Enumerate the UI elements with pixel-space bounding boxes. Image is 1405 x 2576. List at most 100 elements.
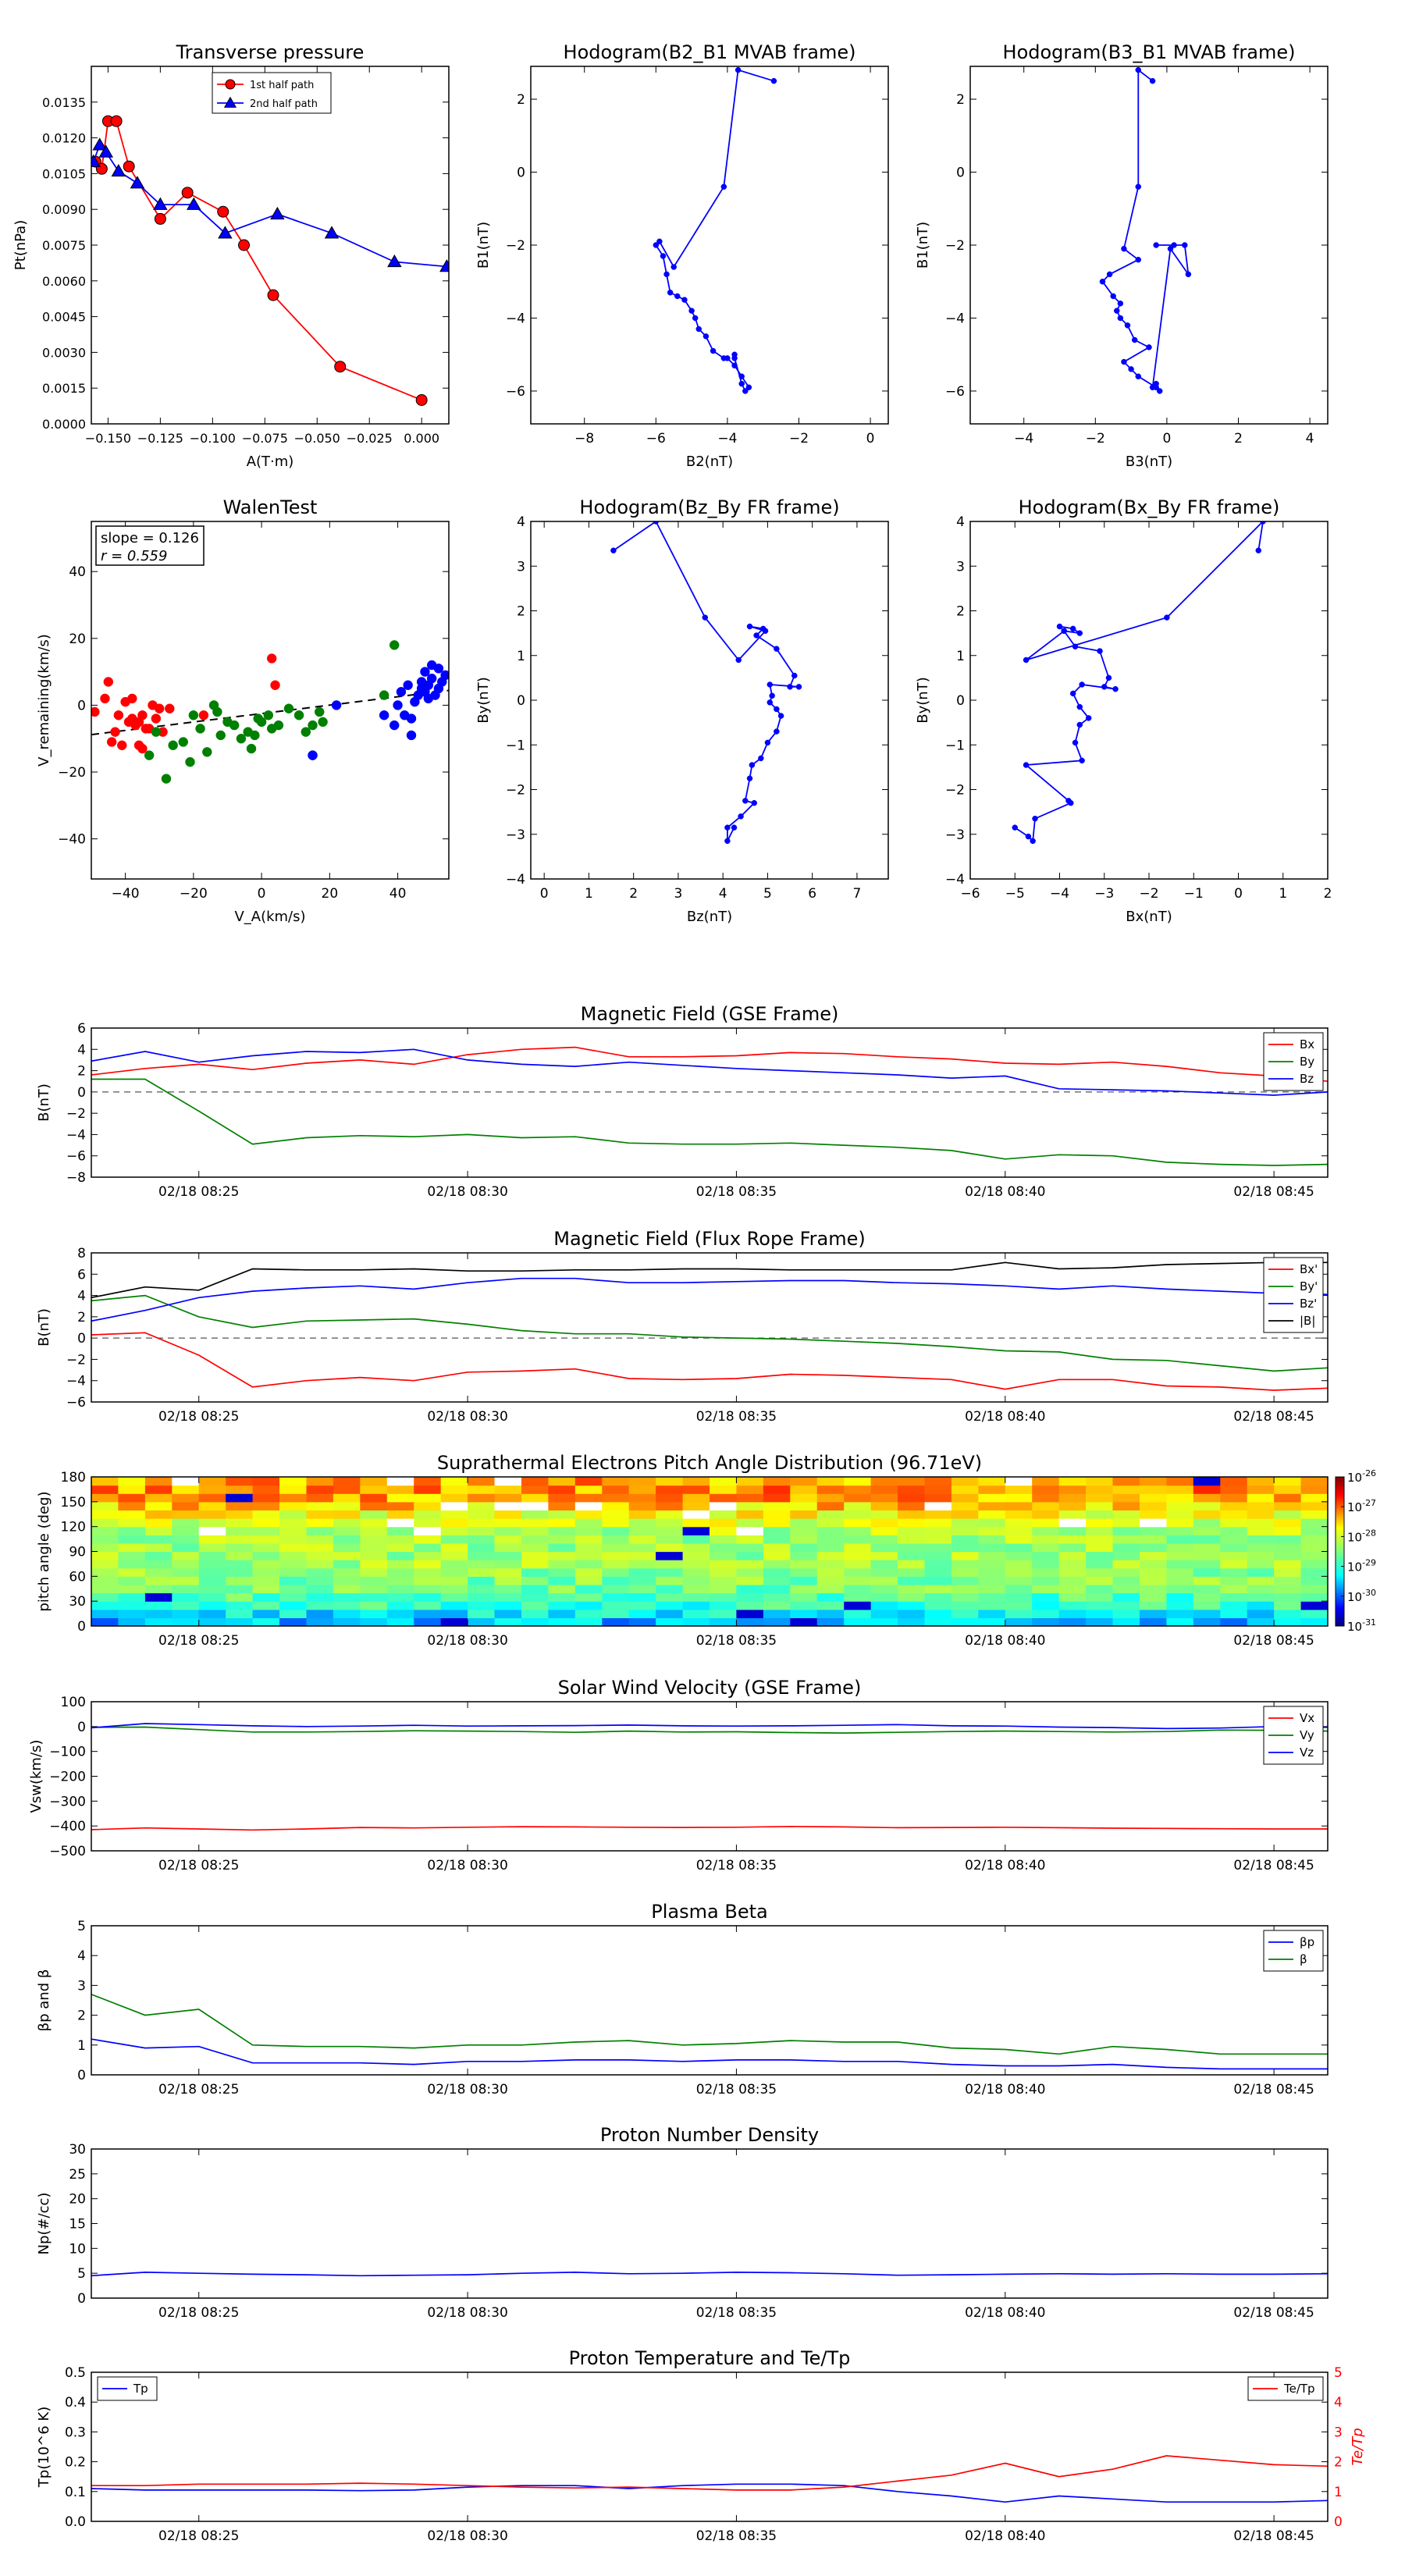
data-point [91,154,101,167]
legend-label: |B| [1300,1314,1315,1328]
heatmap-cell [1112,1609,1140,1618]
heatmap-cell [468,1518,496,1528]
heatmap-cell [951,1542,979,1553]
data-point [688,308,695,314]
data-point-green [151,727,162,737]
heatmap-cell [521,1485,549,1494]
data-point [1135,66,1142,73]
heatmap-cell [1112,1518,1140,1528]
data-point [731,824,738,831]
heatmap-cell [656,1526,684,1535]
heatmap-cell [91,1501,119,1510]
data-point-green [293,710,304,720]
heatmap-cell [790,1601,818,1610]
heatmap-cell [763,1542,791,1553]
heatmap-cell [198,1567,226,1577]
heatmap-cell [1140,1485,1167,1494]
y-tick-label: −4 [945,311,965,326]
heatmap-cell [1112,1510,1140,1519]
chart-beta: Plasma Beta 02/18 08:25 02/18 08:30 02/18 0… [36,1901,1329,2097]
heatmap-cell [710,1609,737,1618]
heatmap-cell [978,1592,1006,1602]
y-tick-label-right: 5 [1334,2365,1343,2381]
heatmap-cell [951,1592,979,1602]
heatmap-cell [144,1485,173,1494]
data-point-red [137,743,148,754]
legend-label: Vz [1300,1745,1314,1759]
heatmap-cell [1140,1510,1167,1519]
heatmap-cell [602,1576,630,1585]
heatmap-cell [548,1551,576,1560]
heatmap-cell [521,1542,549,1553]
heatmap-cell [172,1493,200,1503]
y-tick-label-right: 0 [1334,2514,1343,2530]
heatmap-cell [682,1493,710,1503]
heatmap-cell [951,1609,979,1618]
heatmap-cell [1274,1560,1302,1569]
heatmap-cell [898,1617,925,1626]
heatmap-cell [656,1584,684,1594]
x-tick-label: 02/18 08:30 [427,2082,507,2097]
heatmap-cell [1032,1617,1060,1626]
heatmap-cell [521,1560,549,1569]
heatmap-cell [710,1560,737,1569]
data-point-green [263,710,274,720]
heatmap-cell [1140,1551,1167,1560]
heatmap-cell [440,1526,468,1535]
heatmap-cell [763,1576,791,1585]
heatmap-cell [521,1501,549,1510]
plot-area [91,115,449,406]
heatmap-cell [1032,1609,1060,1618]
heatmap-cell [494,1526,522,1535]
data-point [695,326,702,333]
data-point-green [178,737,189,747]
heatmap-cell [360,1617,388,1626]
heatmap-cell [924,1501,952,1510]
data-point [653,521,660,525]
heatmap-cell [360,1501,388,1510]
heatmap-cell [144,1592,173,1602]
heatmap-cell [1112,1601,1140,1610]
heatmap-cell [736,1576,764,1585]
heatmap-cell [252,1493,280,1503]
heatmap-cell [306,1518,334,1528]
heatmap-cell [628,1567,656,1577]
y-tick-label: 0 [77,2068,86,2083]
heatmap-cell [279,1542,307,1553]
chart-title: Plasma Beta [651,1901,767,1923]
heatmap-cell [118,1501,146,1510]
y-tick-label: −1 [506,738,525,753]
heatmap-cell [306,1609,334,1618]
data-point-red [110,727,120,737]
heatmap-cell [816,1535,845,1544]
heatmap-cell [360,1535,388,1544]
heatmap-cell [360,1493,388,1503]
heatmap-cell [91,1567,119,1577]
heatmap-cell [870,1551,898,1560]
series-line-Bx [91,1046,1328,1083]
heatmap-cell [360,1576,388,1585]
heatmap-cell [1112,1485,1140,1494]
heatmap-cell [91,1485,119,1494]
data-point [1114,308,1120,314]
heatmap-cell [494,1542,522,1553]
heatmap-cell [574,1592,603,1602]
y-tick-label: 0 [77,1720,86,1735]
data-point-green [229,720,240,731]
data-point-blue [416,677,427,687]
heatmap-cell [91,1601,119,1610]
heatmap-cell [198,1576,226,1585]
heatmap-cell [1193,1609,1221,1618]
x-tick-label: −5 [1005,886,1025,902]
heatmap-cell [924,1592,952,1602]
heatmap-cell [494,1609,522,1618]
y-tick-label-right: 3 [1334,2425,1343,2440]
heatmap-cell [91,1551,119,1560]
heatmap-cell [198,1551,226,1560]
heatmap-cell [844,1617,872,1626]
heatmap-cell [898,1526,925,1535]
data-point [770,77,777,84]
heatmap-cell [1300,1485,1328,1494]
heatmap-cell [1112,1567,1140,1577]
heatmap-cell [1300,1576,1328,1585]
